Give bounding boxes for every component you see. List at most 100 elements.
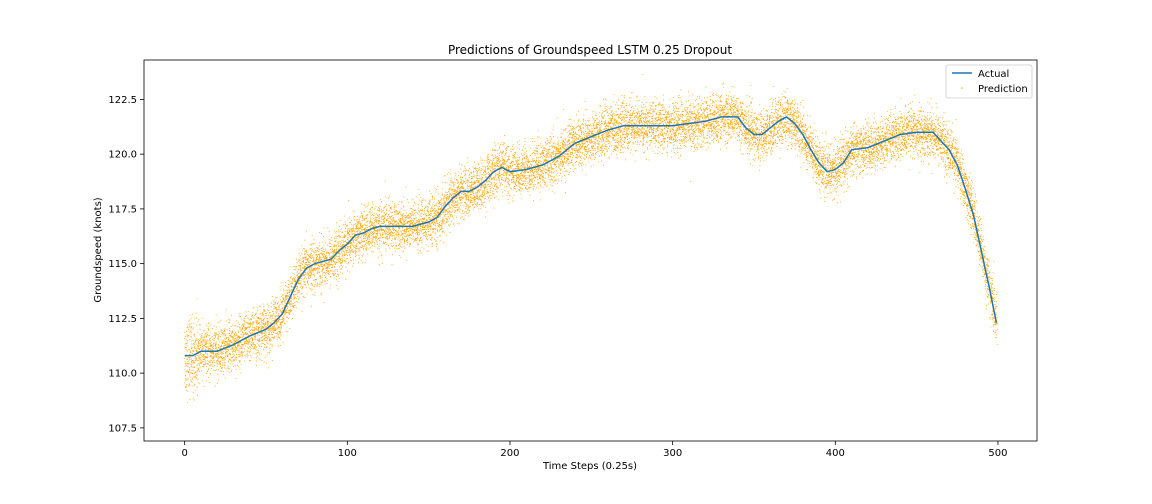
prediction-point — [250, 322, 251, 324]
prediction-point — [256, 343, 258, 345]
prediction-point — [198, 363, 200, 365]
prediction-point — [341, 245, 343, 247]
prediction-point — [372, 240, 374, 242]
prediction-point — [258, 352, 260, 354]
prediction-point — [208, 368, 209, 370]
prediction-point — [321, 284, 323, 286]
prediction-point — [377, 232, 379, 234]
prediction-point — [354, 250, 356, 252]
prediction-point — [465, 193, 466, 194]
prediction-point — [284, 302, 286, 304]
prediction-point — [369, 230, 371, 232]
prediction-point — [267, 336, 269, 338]
prediction-point — [263, 317, 265, 319]
prediction-point — [307, 281, 308, 283]
prediction-point — [227, 356, 229, 357]
prediction-point — [450, 207, 451, 209]
prediction-point — [435, 227, 437, 229]
prediction-point — [271, 360, 273, 361]
prediction-point — [312, 271, 314, 273]
prediction-point — [472, 178, 474, 180]
prediction-point — [276, 323, 277, 324]
prediction-point — [188, 335, 190, 337]
prediction-point — [474, 161, 475, 163]
prediction-point — [466, 181, 468, 183]
prediction-point — [403, 232, 405, 234]
prediction-point — [388, 226, 390, 228]
prediction-point — [213, 348, 214, 349]
prediction-point — [389, 235, 390, 237]
prediction-point — [458, 223, 460, 225]
prediction-point — [211, 355, 212, 357]
prediction-point — [265, 334, 267, 336]
prediction-point — [452, 183, 454, 185]
prediction-point — [211, 336, 213, 338]
prediction-point — [228, 333, 230, 335]
prediction-point — [344, 248, 346, 250]
prediction-point — [427, 209, 429, 211]
prediction-point — [327, 227, 329, 229]
prediction-point — [347, 228, 349, 230]
prediction-point — [386, 219, 388, 220]
prediction-point — [446, 198, 448, 200]
prediction-point — [266, 312, 268, 314]
prediction-point — [255, 365, 257, 366]
prediction-point — [464, 193, 466, 194]
prediction-point — [444, 210, 446, 212]
prediction-point — [262, 336, 264, 338]
prediction-point — [322, 265, 324, 267]
prediction-point — [455, 209, 457, 211]
prediction-point — [265, 327, 267, 329]
prediction-point — [324, 276, 326, 278]
prediction-point — [393, 227, 395, 229]
prediction-point — [374, 236, 376, 238]
prediction-point — [420, 210, 422, 211]
prediction-point — [211, 352, 213, 354]
prediction-point — [388, 221, 390, 223]
prediction-point — [217, 334, 219, 336]
prediction-point — [252, 315, 253, 317]
prediction-point — [235, 325, 237, 327]
prediction-point — [460, 181, 461, 183]
prediction-point — [266, 332, 268, 334]
prediction-point — [387, 239, 388, 241]
prediction-point — [205, 357, 206, 359]
prediction-point — [319, 255, 320, 257]
prediction-point — [418, 231, 420, 233]
prediction-point — [226, 340, 228, 342]
prediction-point — [264, 311, 266, 312]
prediction-point — [227, 351, 228, 353]
prediction-point — [194, 340, 196, 342]
prediction-point — [285, 310, 287, 311]
prediction-point — [236, 347, 238, 349]
prediction-point — [254, 335, 256, 337]
prediction-point — [250, 344, 252, 345]
prediction-point — [295, 280, 296, 282]
prediction-point — [355, 251, 357, 252]
prediction-point — [353, 230, 355, 232]
prediction-point — [400, 230, 402, 232]
prediction-point — [430, 224, 432, 226]
prediction-point — [305, 250, 307, 252]
prediction-point — [268, 328, 270, 330]
prediction-point — [320, 270, 322, 272]
prediction-point — [252, 345, 254, 347]
prediction-point — [231, 356, 233, 358]
prediction-point — [447, 194, 449, 195]
prediction-point — [318, 257, 320, 259]
prediction-point — [458, 175, 460, 177]
prediction-point — [268, 334, 270, 335]
prediction-point — [209, 348, 211, 350]
prediction-point — [449, 232, 451, 233]
prediction-point — [283, 290, 285, 292]
prediction-point — [390, 219, 392, 221]
prediction-point — [328, 254, 330, 256]
prediction-point — [339, 251, 341, 252]
prediction-point — [443, 196, 445, 197]
prediction-point — [328, 271, 330, 273]
prediction-point — [425, 234, 427, 235]
prediction-point — [300, 280, 302, 282]
prediction-point — [275, 330, 277, 331]
prediction-point — [187, 365, 189, 367]
prediction-point — [276, 333, 277, 335]
